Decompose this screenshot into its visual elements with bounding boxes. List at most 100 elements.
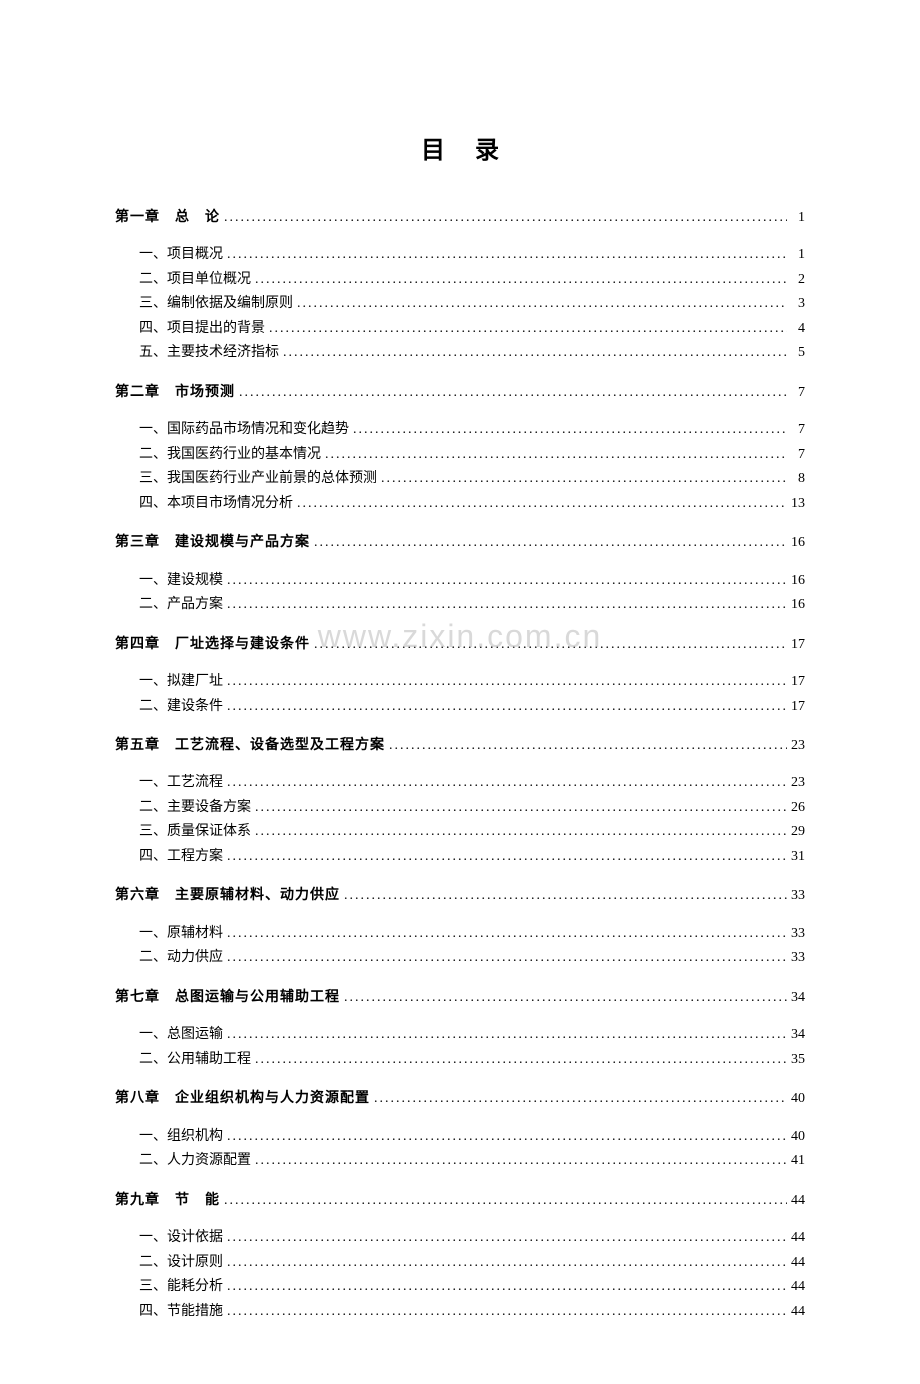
toc-item: 三、我国医药行业产业前景的总体预测8 [139,467,805,492]
toc-chapter-page: 40 [787,1088,805,1110]
toc-item: 五、主要技术经济指标5 [139,341,805,366]
toc-item: 四、工程方案31 [139,845,805,870]
toc-leader-dots [223,670,787,695]
toc-chapter: 第四章 厂址选择与建设条件17 [115,634,805,656]
toc-leader-dots [377,467,787,492]
toc-item-page: 7 [787,443,805,468]
toc-leader-dots [223,243,787,268]
toc-item: 四、本项目市场情况分析13 [139,492,805,517]
toc-leader-dots [370,1088,787,1110]
toc-leader-dots [223,946,787,971]
toc-item-label: 一、拟建厂址 [139,670,223,695]
toc-item-label: 三、我国医药行业产业前景的总体预测 [139,467,377,492]
toc-chapter-page: 44 [787,1190,805,1212]
toc-item: 二、动力供应33 [139,946,805,971]
toc-item: 一、组织机构40 [139,1125,805,1150]
toc-item-label: 二、项目单位概况 [139,268,251,293]
toc-chapter-label: 第一章 总 论 [115,207,220,229]
toc-leader-dots [340,987,787,1009]
toc-item: 三、质量保证体系 29 [139,820,805,845]
toc-chapter-label: 第八章 企业组织机构与人力资源配置 [115,1088,370,1110]
toc-leader-dots [251,1149,787,1174]
toc-chapter-label: 第七章 总图运输与公用辅助工程 [115,987,340,1009]
toc-item-page: 16 [787,569,805,594]
toc-item-label: 一、项目概况 [139,243,223,268]
toc-leader-dots [265,317,787,342]
toc-item-label: 三、编制依据及编制原则 [139,292,293,317]
toc-item: 一、国际药品市场情况和变化趋势 7 [139,418,805,443]
toc-leader-dots [251,1048,787,1073]
toc-item-label: 一、原辅材料 [139,922,223,947]
toc-item-page: 44 [787,1251,805,1276]
toc-item-page: 44 [787,1226,805,1251]
toc-item: 四、节能措施 44 [139,1300,805,1325]
toc-leader-dots [223,1251,787,1276]
toc-item-page: 33 [787,922,805,947]
toc-leader-dots [220,1190,787,1212]
toc-item: 二、设计原则 44 [139,1251,805,1276]
toc-item-page: 34 [787,1023,805,1048]
toc-item-page: 44 [787,1300,805,1325]
toc-chapter-page: 34 [787,987,805,1009]
toc-item-page: 7 [787,418,805,443]
toc-chapter-label: 第六章 主要原辅材料、动力供应 [115,885,340,907]
toc-item-page: 23 [787,771,805,796]
toc-item-page: 13 [787,492,805,517]
toc-item-label: 二、我国医药行业的基本情况 [139,443,321,468]
toc-item-page: 5 [787,341,805,366]
toc-leader-dots [251,796,787,821]
toc-leader-dots [235,382,787,404]
toc-item-label: 四、节能措施 [139,1300,223,1325]
toc-item: 二、人力资源配置41 [139,1149,805,1174]
toc-item-page: 44 [787,1275,805,1300]
toc-item-page: 35 [787,1048,805,1073]
toc-item: 一、项目概况1 [139,243,805,268]
toc-leader-dots [310,634,787,656]
toc-item-label: 一、国际药品市场情况和变化趋势 [139,418,349,443]
toc-item-label: 二、建设条件 [139,695,223,720]
toc-item: 二、产品方案16 [139,593,805,618]
toc-chapter-page: 7 [787,382,805,404]
toc-item-page: 17 [787,695,805,720]
toc-item-label: 一、建设规模 [139,569,223,594]
toc-item: 二、我国医药行业的基本情况 7 [139,443,805,468]
toc-item-page: 29 [787,820,805,845]
toc-leader-dots [223,922,787,947]
toc-item: 三、能耗分析44 [139,1275,805,1300]
toc-item-label: 一、工艺流程 [139,771,223,796]
toc-item: 四、项目提出的背景4 [139,317,805,342]
toc-item-label: 一、设计依据 [139,1226,223,1251]
toc-chapter: 第九章 节 能44 [115,1190,805,1212]
toc-leader-dots [223,845,787,870]
toc-chapter-page: 1 [787,207,805,229]
toc-item-page: 2 [787,268,805,293]
toc-item: 三、编制依据及编制原则 3 [139,292,805,317]
toc-item: 二、主要设备方案26 [139,796,805,821]
toc-chapter-page: 33 [787,885,805,907]
toc-item: 二、项目单位概况 2 [139,268,805,293]
toc-item-label: 四、项目提出的背景 [139,317,265,342]
toc-chapter: 第八章 企业组织机构与人力资源配置 40 [115,1088,805,1110]
toc-item: 一、原辅材料 33 [139,922,805,947]
toc-item-label: 四、工程方案 [139,845,223,870]
document-page: 目录 第一章 总 论1一、项目概况1二、项目单位概况2三、编制依据及编制原则3四… [0,0,920,1384]
toc-leader-dots [220,207,787,229]
toc-item-label: 一、组织机构 [139,1125,223,1150]
toc-leader-dots [223,1226,787,1251]
toc-item-label: 三、质量保证体系 [139,820,251,845]
toc-item-page: 16 [787,593,805,618]
toc-item-page: 3 [787,292,805,317]
toc-chapter: 第二章 市场预测7 [115,382,805,404]
toc-leader-dots [321,443,787,468]
toc-item-label: 二、主要设备方案 [139,796,251,821]
toc-chapter-label: 第四章 厂址选择与建设条件 [115,634,310,656]
toc-leader-dots [385,735,787,757]
toc-leader-dots [223,1023,787,1048]
toc-leader-dots [223,1300,787,1325]
toc-leader-dots [251,268,787,293]
toc-chapter-page: 16 [787,532,805,554]
toc-leader-dots [349,418,787,443]
toc-item-label: 一、总图运输 [139,1023,223,1048]
toc-item-label: 二、设计原则 [139,1251,223,1276]
toc-leader-dots [223,593,787,618]
